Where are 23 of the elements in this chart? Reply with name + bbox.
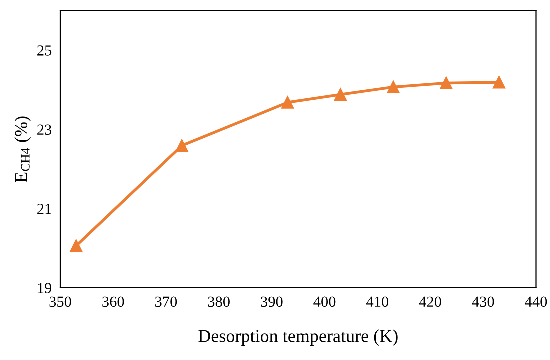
point	[176, 140, 188, 152]
point	[282, 96, 294, 109]
x-tick-label: 350	[50, 296, 72, 308]
y-tick-label: 19	[38, 283, 52, 294]
x-tick-label: 370	[155, 296, 178, 308]
y-tick-label: 25	[38, 46, 52, 56]
x-tick-label: 420	[419, 296, 442, 308]
x-tick-label: 440	[525, 296, 548, 308]
point	[440, 77, 453, 90]
x-tick-label: 360	[102, 296, 124, 308]
x-tick-label: 380	[208, 296, 230, 308]
point	[334, 88, 347, 101]
point	[387, 80, 400, 94]
x-tick-label: 390	[261, 296, 283, 308]
x-tick-label: 430	[472, 296, 494, 308]
x-tick-label: 400	[314, 296, 336, 308]
y-axis-title: E$_{CH4}$ (%)	[14, 116, 32, 182]
x-tick-label: 410	[366, 296, 389, 308]
x-axis-title: Desorption temperature (K)	[198, 330, 398, 346]
point	[70, 240, 83, 252]
point	[492, 76, 506, 89]
y-tick-label: 21	[38, 204, 52, 214]
y-tick-label: 23	[38, 124, 52, 136]
